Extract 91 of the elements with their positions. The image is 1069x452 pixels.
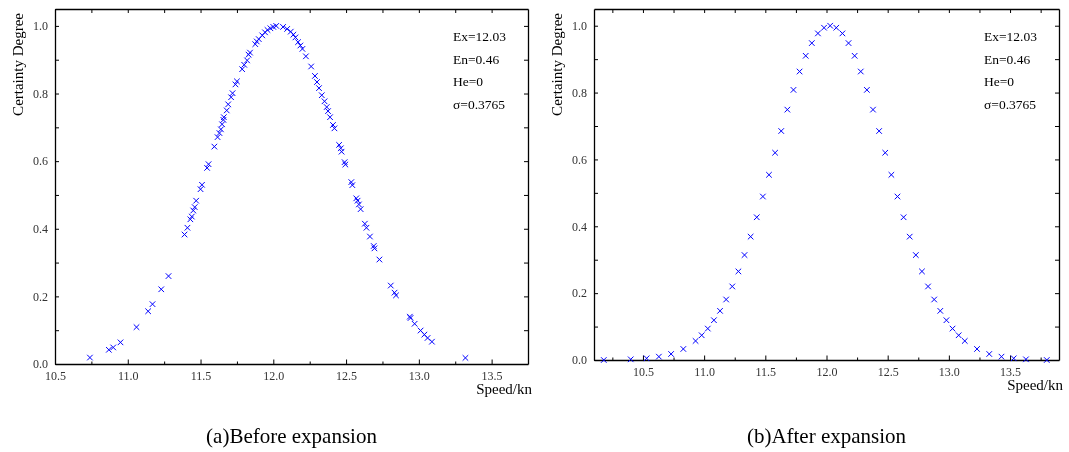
y-axis-title: Certainty Degree [10,12,26,116]
y-tick-label: 0.0 [33,357,48,372]
point [863,86,871,94]
point [845,39,852,47]
annotation: En=0.46 [984,51,1031,67]
point [802,52,809,60]
point [790,86,797,94]
point [710,316,718,324]
point [1010,355,1018,362]
y-tick-label: 0.0 [572,353,587,368]
x-tick-label: 11.5 [755,364,777,379]
point [600,356,608,364]
y-tick-label: 0.8 [572,85,587,100]
y-tick-label: 1.0 [572,19,587,34]
y-tick-label: 1.0 [33,19,48,34]
point [655,353,663,360]
point [704,325,712,332]
point [912,251,920,259]
y-tick-label: 0.2 [572,286,587,301]
point [627,356,634,363]
y-tick-label: 0.6 [572,152,587,167]
y-tick-label: 0.6 [33,154,48,169]
y-tick-label: 0.2 [33,289,48,304]
point [680,345,687,353]
y-tick-label: 0.4 [33,222,48,237]
point [918,268,926,275]
point [869,106,877,113]
x-tick-label: 12.0 [263,368,285,383]
x-tick-label: 11.5 [190,368,212,383]
point [765,171,773,179]
point [906,233,913,240]
x-tick-label: 11.0 [694,364,715,379]
annotation: En=0.46 [453,51,500,67]
point [888,171,895,179]
point [753,213,761,221]
point [1022,356,1030,363]
x-tick-label: 11.0 [117,368,139,383]
point [741,251,748,259]
point [930,296,938,303]
point [716,307,724,315]
annotation: He=0 [984,74,1015,89]
y-tick-label: 0.8 [33,86,48,101]
point [875,127,883,135]
point [998,353,1005,360]
point [728,283,736,290]
y-tick-label: 0.4 [572,219,587,234]
x-tick-label: 12.0 [816,364,838,379]
point [857,68,865,75]
text: (b)After expansion [746,424,907,448]
x-tick-label: 13.5 [1000,364,1022,379]
point [735,268,742,275]
point [955,331,962,339]
point [943,316,950,324]
x-tick-label: 13.5 [481,368,503,383]
annotation: He=0 [453,74,484,89]
x-axis-title: Speed/kn [476,381,533,397]
point [985,350,993,358]
annotation: Ex=12.03 [453,29,507,44]
point [722,296,730,303]
x-tick-label: 13.0 [938,364,960,379]
point [881,149,889,157]
point [759,193,767,200]
annotation: σ=0.3765 [453,96,506,112]
point [937,307,944,315]
point [1043,356,1051,364]
x-tick-label: 13.0 [408,368,430,383]
point [961,337,969,345]
annotation: Ex=12.03 [984,29,1038,44]
x-tick-label: 12.5 [336,368,358,383]
point [692,337,699,345]
point [839,30,846,37]
x-tick-label: 10.5 [45,368,66,383]
point [851,52,858,60]
point [643,355,650,362]
x-tick-label: 10.5 [632,364,654,379]
x-axis-title: Speed/kn [1007,377,1064,393]
point [667,350,675,358]
x-tick-label: 12.5 [877,364,899,379]
point [900,213,907,221]
y-axis-title: Certainty Degree [549,12,565,116]
annotation: σ=0.3765 [984,96,1037,112]
text: (a)Before expansion [206,424,378,448]
point [747,233,754,240]
point [771,149,779,157]
point [698,331,705,339]
point [924,283,932,290]
point [784,106,791,113]
point [777,127,785,135]
point [808,39,816,47]
point [949,325,956,332]
point [814,30,822,37]
